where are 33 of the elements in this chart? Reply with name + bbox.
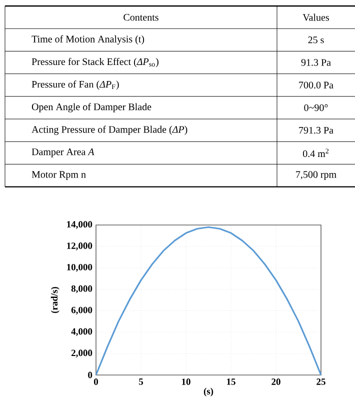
text: Pressure of Fan (ΔP$_{F}$) [32,80,119,90]
x-tick-label: 10 [182,378,190,385]
y-tick-label: 0 [88,372,92,378]
y-tick-label: 6,000 [71,306,92,315]
y-tick-label: 2,000 [71,350,92,358]
x-axis-title: (s) [204,388,214,396]
text: Damper Area A [32,148,94,158]
text: 0.4 m$^{2}$ [302,148,328,158]
text: 700.0 Pa [299,82,334,88]
text: 791.3 Pa [299,126,334,134]
text: 7,500 rpm [296,171,336,180]
text: 0~90° [304,104,328,112]
x-tick-label: 0 [94,378,98,385]
text: Motor Rpm n [32,171,86,180]
text: 91.3 Pa [301,59,331,66]
y-tick-label: 10,000 [67,264,92,272]
x-tick-label: 20 [272,378,280,385]
text: Pressure for Stack Effect (ΔP$_{so}$) [32,58,158,68]
y-tick-label: 12,000 [67,242,92,250]
text: Values [302,14,329,21]
x-tick-label: 5 [139,378,144,385]
text: Acting Pressure of Damper Blade (ΔP) [32,126,188,135]
x-tick-label: 25 [316,378,326,385]
y-tick-label: 8,000 [71,285,92,294]
y-tick-label: 4,000 [71,328,92,336]
text: Contents [124,14,158,21]
x-tick-label: 15 [227,378,236,385]
line-series [95,226,322,376]
y-axis-title: (rad/s) [50,286,60,314]
text: 25 s [308,36,324,44]
text: Open Angle of Damper Blade [32,103,152,112]
y-tick-label: 14,000 [67,221,92,229]
text: Time of Motion Analysis (t) [32,35,144,45]
